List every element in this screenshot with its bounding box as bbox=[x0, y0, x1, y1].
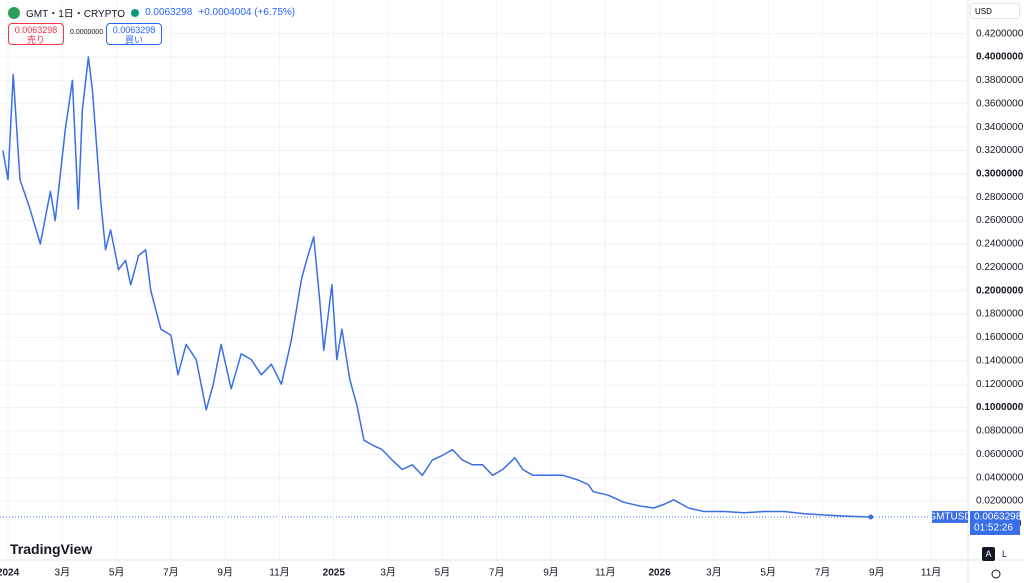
y-tick-label: 0.3000000 bbox=[976, 168, 1024, 179]
symbol-tag-label: GMTUSD bbox=[928, 512, 971, 523]
y-tick-label: 0.0600000 bbox=[976, 449, 1024, 460]
log-button[interactable]: L bbox=[1001, 549, 1007, 559]
sell-label: 売り bbox=[26, 35, 45, 45]
x-tick-label: 11月 bbox=[595, 567, 615, 579]
auto-button[interactable]: A bbox=[982, 547, 995, 561]
y-tick-label: 0.2200000 bbox=[976, 262, 1024, 273]
sell-button[interactable]: 0.0063298 売り bbox=[8, 23, 64, 45]
x-tick-label: 7月 bbox=[163, 567, 179, 579]
currency-select[interactable]: USD bbox=[970, 3, 1020, 19]
watermark: TradingView bbox=[10, 541, 93, 557]
x-tick-label: 3月 bbox=[706, 567, 722, 579]
price-line bbox=[2, 56, 871, 518]
y-tick-label: 0.3600000 bbox=[976, 98, 1024, 109]
x-tick-label: 7月 bbox=[815, 567, 831, 579]
y-tick-label: 0.1400000 bbox=[976, 355, 1024, 366]
y-tick-label: 0.1800000 bbox=[976, 309, 1024, 320]
x-tick-label: 5月 bbox=[760, 567, 776, 579]
x-tick-label: 2025 bbox=[323, 568, 346, 579]
y-tick-label: 0.4000000 bbox=[976, 52, 1024, 63]
y-tick-label: 0.4200000 bbox=[976, 28, 1024, 39]
spread: 0.0000000 bbox=[70, 29, 104, 36]
symbol-icon bbox=[8, 6, 20, 19]
symbol[interactable]: GMT・1日・CRYPTO bbox=[26, 9, 126, 20]
countdown: 01:52:26 bbox=[974, 523, 1013, 534]
status-dot bbox=[131, 8, 140, 17]
y-tick-label: 0.0400000 bbox=[976, 472, 1024, 483]
change: +0.0004004 (+6.75%) bbox=[198, 7, 296, 18]
x-tick-label: 5月 bbox=[435, 567, 451, 579]
buy-button[interactable]: 0.0063298 買い bbox=[106, 23, 162, 45]
y-tick-label: 0.2400000 bbox=[976, 239, 1024, 250]
price-tag bbox=[970, 510, 1020, 535]
y-tick-label: 0.2600000 bbox=[976, 215, 1024, 226]
buy-price: 0.0063298 bbox=[112, 25, 156, 35]
y-tick-label: 0.2800000 bbox=[976, 192, 1024, 203]
y-tick-label: 0.3200000 bbox=[976, 145, 1024, 156]
x-tick-label: 11月 bbox=[921, 567, 941, 579]
x-tick-label: 3月 bbox=[55, 567, 71, 579]
y-tick-label: 0.3400000 bbox=[976, 122, 1024, 133]
y-tick-label: 0.3800000 bbox=[976, 75, 1024, 86]
y-tick-label: 0.1200000 bbox=[976, 379, 1024, 390]
x-tick-label: 3月 bbox=[380, 567, 396, 579]
settings-icon[interactable] bbox=[991, 569, 1001, 579]
x-tick-label: 7月 bbox=[489, 567, 505, 579]
y-tick-label: 0.0800000 bbox=[976, 426, 1024, 437]
symbol-tag bbox=[932, 510, 968, 523]
x-tick-label: 5月 bbox=[109, 567, 125, 579]
y-tick-label: 0.1000000 bbox=[976, 402, 1024, 413]
x-tick-label: 9月 bbox=[543, 567, 559, 579]
sell-price: 0.0063298 bbox=[14, 25, 58, 35]
price-tag-label: 0.0063298 bbox=[974, 512, 1022, 523]
y-tick-label: 0.2000000 bbox=[976, 285, 1024, 296]
x-tick-label: 9月 bbox=[869, 567, 885, 579]
x-tick-label: 2024 bbox=[0, 568, 20, 579]
y-tick-label: 0.0200000 bbox=[976, 496, 1024, 507]
price: 0.0063298 bbox=[145, 7, 193, 18]
last-point bbox=[868, 514, 874, 520]
y-tick-label: 0.1600000 bbox=[976, 332, 1024, 343]
x-tick-label: 9月 bbox=[217, 567, 233, 579]
x-tick-label: 11月 bbox=[269, 567, 289, 579]
header: GMT・1日・CRYPTO 0.0063298 +0.0004004 (+6.7… bbox=[8, 5, 295, 20]
x-tick-label: 2026 bbox=[648, 568, 671, 579]
buy-label: 買い bbox=[124, 35, 143, 45]
